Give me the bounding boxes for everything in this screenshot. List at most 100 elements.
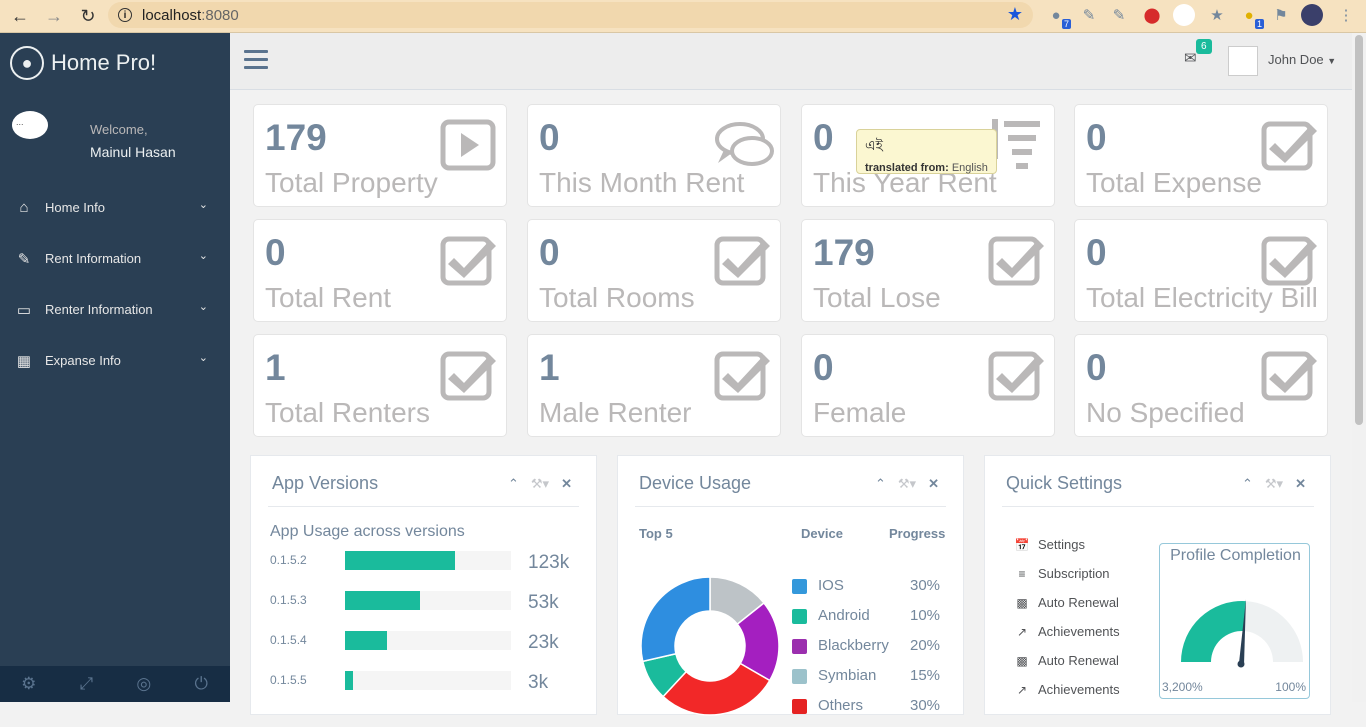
extension-icon[interactable]: ● 7 bbox=[1051, 6, 1071, 29]
gauge-hub bbox=[1237, 660, 1245, 668]
legend-swatch bbox=[792, 639, 807, 654]
site-info-icon[interactable]: i bbox=[118, 8, 132, 22]
sidebar-item-label: Renter Information bbox=[45, 302, 153, 317]
table-icon: ▦ bbox=[16, 352, 32, 370]
divider bbox=[635, 506, 946, 507]
stat-tile: 1 Male Renter bbox=[527, 334, 781, 437]
sidebar: ● Home Pro! ... Welcome, Mainul Hasan ⌂ … bbox=[0, 33, 230, 702]
gnome-icon[interactable]: ★ bbox=[1210, 7, 1224, 24]
tile-label: Male Renter bbox=[539, 397, 692, 428]
puzzle-icon[interactable]: ⚑ bbox=[1274, 7, 1288, 24]
reload-icon[interactable]: ↻ bbox=[80, 5, 96, 26]
sidebar-item-rent-information[interactable]: ✎ Rent Information ⌄ bbox=[0, 233, 230, 284]
sidebar-item-renter-information[interactable]: ▭ Renter Information ⌄ bbox=[0, 284, 230, 335]
wrench-icon[interactable]: ⚒▾ bbox=[530, 476, 550, 491]
tile-label: Total Rooms bbox=[539, 282, 695, 313]
tile-count: 0 bbox=[1086, 347, 1107, 388]
usage-bar-track bbox=[345, 591, 511, 610]
device-legend-row: Symbian 15% bbox=[792, 667, 952, 697]
device-name: Others bbox=[818, 697, 864, 714]
col-device: Device bbox=[801, 526, 843, 541]
address-bar[interactable]: i localhost:8080 ★ bbox=[108, 2, 1033, 28]
collapse-icon[interactable]: ⌃ bbox=[508, 476, 519, 491]
user-avatar[interactable] bbox=[1228, 46, 1258, 76]
quick-setting-label: Achievements bbox=[1038, 624, 1120, 639]
quick-setting-link[interactable]: ↗ Achievements bbox=[1014, 682, 1120, 697]
usage-value: 53k bbox=[528, 592, 559, 613]
collapse-icon[interactable]: ⌃ bbox=[875, 476, 886, 491]
forward-icon[interactable]: → bbox=[45, 5, 63, 26]
translated-word: এই bbox=[865, 137, 883, 153]
device-legend-row: IOS 30% bbox=[792, 577, 952, 607]
usage-value: 23k bbox=[528, 632, 559, 653]
quick-setting-link[interactable]: ▩ Auto Renewal bbox=[1014, 595, 1119, 610]
check-square-icon bbox=[1261, 234, 1317, 286]
panel-title: App Versions bbox=[272, 473, 379, 493]
sidebar-footer: ⚙ ⤢ ◎ ⏻ bbox=[0, 666, 230, 702]
back-icon[interactable]: ← bbox=[11, 5, 29, 26]
tile-count: 179 bbox=[813, 232, 875, 273]
quick-setting-link[interactable]: ↗ Achievements bbox=[1014, 624, 1120, 639]
tile-count: 0 bbox=[1086, 232, 1107, 273]
close-icon[interactable]: ✕ bbox=[561, 476, 572, 491]
wrench-icon[interactable]: ⚒▾ bbox=[1264, 476, 1284, 491]
fullscreen-icon[interactable]: ⤢ bbox=[79, 674, 94, 693]
device-usage-panel: Device Usage ⌃ ⚒▾ ✕ Top 5 Device Progres… bbox=[617, 455, 964, 716]
user-name: Mainul Hasan bbox=[90, 144, 176, 160]
device-percent: 20% bbox=[910, 637, 941, 654]
quick-setting-link[interactable]: 📅 Settings bbox=[1014, 537, 1085, 552]
extension-icon[interactable]: ✎ bbox=[1112, 7, 1126, 24]
device-name: Blackberry bbox=[818, 637, 889, 654]
brand[interactable]: ● Home Pro! bbox=[0, 33, 230, 93]
bars-icon: ≡ bbox=[1018, 566, 1026, 581]
power-icon[interactable]: ⏻ bbox=[194, 674, 208, 693]
extension-icon[interactable]: ● 1 bbox=[1244, 6, 1264, 29]
extension-icon[interactable] bbox=[1173, 4, 1195, 26]
translation-from-lang: English bbox=[951, 162, 988, 174]
bookmark-star-icon[interactable]: ★ bbox=[1006, 4, 1023, 24]
tile-count: 0 bbox=[813, 347, 834, 388]
quick-setting-label: Achievements bbox=[1038, 682, 1120, 697]
quick-setting-link[interactable]: ≡ Subscription bbox=[1014, 566, 1109, 581]
check-square-icon bbox=[988, 349, 1044, 401]
device-legend-row: Blackberry 20% bbox=[792, 637, 952, 667]
panel-toolbox: ⌃ ⚒▾ ✕ bbox=[508, 476, 572, 492]
tile-count: 0 bbox=[1086, 117, 1107, 158]
edit-icon: ✎ bbox=[17, 250, 31, 268]
device-percent: 30% bbox=[910, 697, 941, 714]
check-square-icon bbox=[714, 349, 770, 401]
col-progress: Progress bbox=[889, 526, 946, 541]
version-label: 0.1.5.5 bbox=[270, 673, 307, 687]
scrollbar-thumb[interactable] bbox=[1355, 35, 1363, 425]
menu-icon[interactable]: ⋮ bbox=[1338, 7, 1354, 24]
eyedropper-icon[interactable]: ✎ bbox=[1082, 7, 1096, 24]
calendar-icon: 📅 bbox=[1014, 537, 1030, 552]
chevron-down-icon: ⌄ bbox=[198, 250, 208, 262]
translation-from-label: translated from: bbox=[865, 162, 949, 174]
panel-title: Quick Settings bbox=[1006, 473, 1123, 493]
eye-slash-icon[interactable]: ◎ bbox=[136, 674, 152, 693]
collapse-icon[interactable]: ⌃ bbox=[1242, 476, 1253, 491]
home-icon: ⌂ bbox=[19, 199, 29, 216]
tile-label: Female bbox=[813, 397, 907, 428]
menu-toggle-icon[interactable] bbox=[244, 50, 268, 70]
top-nav: ✉ 6 John Doe ▼ bbox=[230, 33, 1352, 90]
version-row: 0.1.5.3 53k bbox=[270, 590, 590, 614]
profile-completion-title: Profile Completion bbox=[1170, 547, 1301, 564]
divider bbox=[1002, 506, 1314, 507]
close-icon[interactable]: ✕ bbox=[928, 476, 939, 491]
close-icon[interactable]: ✕ bbox=[1295, 476, 1306, 491]
user-menu[interactable]: John Doe ▼ bbox=[1268, 52, 1336, 67]
sidebar-item-home-info[interactable]: ⌂ Home Info ⌄ bbox=[0, 182, 230, 233]
profile-avatar-icon[interactable] bbox=[1301, 4, 1323, 26]
mail-icon[interactable]: ✉ 6 bbox=[1184, 39, 1212, 67]
tile-count: 1 bbox=[265, 347, 286, 388]
sidebar-item-expanse-info[interactable]: ▦ Expanse Info ⌄ bbox=[0, 335, 230, 386]
gear-icon[interactable]: ⚙ bbox=[21, 674, 37, 693]
quick-setting-link[interactable]: ▩ Auto Renewal bbox=[1014, 653, 1119, 668]
version-label: 0.1.5.4 bbox=[270, 633, 307, 647]
opera-icon[interactable]: ⬤ bbox=[1143, 7, 1161, 24]
legend-swatch bbox=[792, 609, 807, 624]
scrollbar[interactable] bbox=[1352, 33, 1366, 702]
wrench-icon[interactable]: ⚒▾ bbox=[897, 476, 917, 491]
